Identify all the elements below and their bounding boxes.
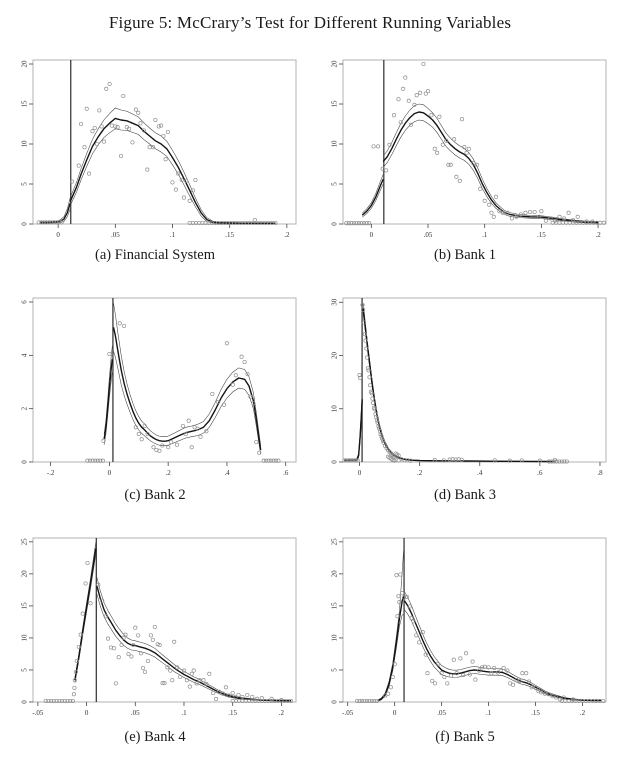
svg-text:0: 0 xyxy=(331,700,339,704)
figure-title: Figure 5: McCrary’s Test for Different R… xyxy=(108,13,512,32)
svg-text:15: 15 xyxy=(21,602,29,610)
mccrary-plot-financial-system: 0 5 10 15 20 0 .05 .1 .15 .2 xyxy=(21,59,297,239)
svg-text:.2: .2 xyxy=(595,231,601,239)
caption-panel-c: (c) Bank 2 xyxy=(124,487,186,503)
svg-text:.05: .05 xyxy=(131,709,140,717)
svg-text:.15: .15 xyxy=(225,231,234,239)
svg-text:.15: .15 xyxy=(537,231,546,239)
svg-text:0: 0 xyxy=(331,222,339,226)
svg-text:0: 0 xyxy=(370,231,374,239)
svg-text:0: 0 xyxy=(21,222,29,226)
svg-text:6: 6 xyxy=(21,300,29,304)
svg-text:5: 5 xyxy=(21,668,29,672)
svg-text:5: 5 xyxy=(331,182,339,186)
caption-panel-b: (b) Bank 1 xyxy=(433,247,496,263)
svg-text:-.05: -.05 xyxy=(32,709,44,717)
caption-panel-d: (d) Bank 3 xyxy=(433,487,496,503)
mccrary-plot-bank-2: 0 2 4 6 -.2 0 .2 .4 .6 xyxy=(21,297,297,477)
svg-text:.05: .05 xyxy=(424,231,433,239)
svg-text:.2: .2 xyxy=(279,709,285,717)
svg-text:.05: .05 xyxy=(437,709,446,717)
svg-text:5: 5 xyxy=(331,668,339,672)
svg-text:.15: .15 xyxy=(228,709,237,717)
svg-text:10: 10 xyxy=(21,140,29,148)
svg-text:20: 20 xyxy=(331,570,339,578)
svg-text:10: 10 xyxy=(331,140,339,148)
caption-panel-f: (f) Bank 5 xyxy=(435,729,495,745)
svg-text:10: 10 xyxy=(331,405,339,413)
svg-text:.6: .6 xyxy=(537,469,543,477)
mccrary-plot-bank-3: 0 10 20 30 0 .2 .4 .6 .8 xyxy=(331,297,607,477)
svg-text:.1: .1 xyxy=(170,231,176,239)
caption-panel-e: (e) Bank 4 xyxy=(124,729,186,745)
svg-text:.1: .1 xyxy=(486,709,492,717)
svg-text:.2: .2 xyxy=(580,709,586,717)
mccrary-plot-bank-1: 0 5 10 15 20 0 .05 .1 .15 .2 xyxy=(331,59,607,239)
svg-text:20: 20 xyxy=(331,352,339,360)
svg-text:.6: .6 xyxy=(283,469,289,477)
svg-text:.2: .2 xyxy=(166,469,172,477)
svg-text:.1: .1 xyxy=(181,709,187,717)
svg-text:0: 0 xyxy=(21,460,29,464)
svg-text:-.05: -.05 xyxy=(342,709,354,717)
svg-text:5: 5 xyxy=(21,182,29,186)
svg-text:15: 15 xyxy=(331,100,339,108)
svg-text:0: 0 xyxy=(85,709,89,717)
svg-text:4: 4 xyxy=(21,353,29,357)
mccrary-plot-bank-4: 0 5 10 15 20 25 -.05 0 .05 .1 .15 .2 xyxy=(21,537,297,717)
svg-text:20: 20 xyxy=(21,570,29,578)
svg-text:25: 25 xyxy=(21,538,29,546)
svg-text:2: 2 xyxy=(21,406,29,410)
svg-text:.15: .15 xyxy=(531,709,540,717)
svg-text:.4: .4 xyxy=(224,469,230,477)
svg-text:.8: .8 xyxy=(597,469,603,477)
svg-text:.2: .2 xyxy=(284,231,290,239)
svg-text:20: 20 xyxy=(21,60,29,68)
svg-text:0: 0 xyxy=(108,469,112,477)
svg-text:0: 0 xyxy=(331,460,339,464)
svg-text:0: 0 xyxy=(393,709,397,717)
mccrary-plot-bank-5: 0 5 10 15 20 25 -.05 0 .05 .1 .15 .2 xyxy=(331,537,607,717)
svg-text:.2: .2 xyxy=(417,469,423,477)
svg-text:0: 0 xyxy=(358,469,362,477)
svg-text:.1: .1 xyxy=(482,231,488,239)
svg-text:0: 0 xyxy=(21,700,29,704)
svg-text:10: 10 xyxy=(331,634,339,642)
svg-text:20: 20 xyxy=(331,60,339,68)
svg-text:.05: .05 xyxy=(111,231,120,239)
caption-panel-a: (a) Financial System xyxy=(94,247,215,263)
svg-text:0: 0 xyxy=(56,231,60,239)
svg-text:10: 10 xyxy=(21,634,29,642)
svg-text:25: 25 xyxy=(331,538,339,546)
svg-text:30: 30 xyxy=(331,298,339,306)
svg-text:15: 15 xyxy=(21,100,29,108)
svg-text:.4: .4 xyxy=(477,469,483,477)
svg-text:15: 15 xyxy=(331,602,339,610)
svg-text:-.2: -.2 xyxy=(47,469,55,477)
